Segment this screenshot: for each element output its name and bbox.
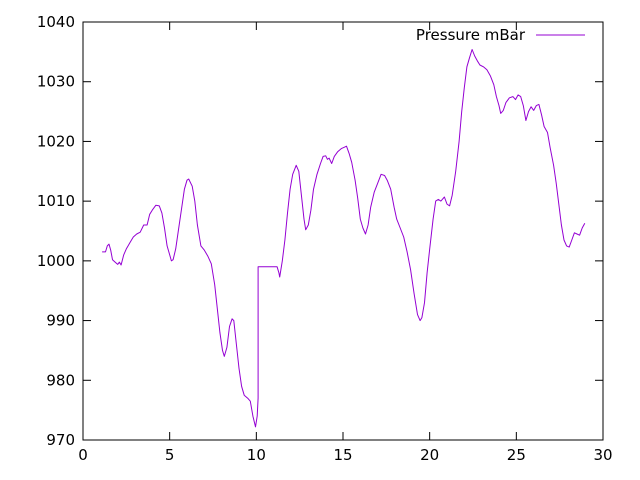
y-tick-label: 980 (46, 371, 75, 389)
x-tick-label: 25 (507, 446, 526, 464)
x-tick-label: 15 (333, 446, 352, 464)
y-tick-label: 1010 (37, 192, 75, 210)
y-tick-label: 1000 (37, 252, 75, 270)
y-tick-label: 990 (46, 312, 75, 330)
x-tick-label: 0 (78, 446, 88, 464)
x-tick-label: 10 (247, 446, 266, 464)
x-tick-label: 20 (420, 446, 439, 464)
x-tick-label: 30 (593, 446, 612, 464)
y-tick-label: 1020 (37, 132, 75, 150)
y-tick-label: 970 (46, 431, 75, 449)
x-tick-label: 5 (165, 446, 175, 464)
legend-label-pressure: Pressure mBar (416, 26, 526, 44)
series-line-pressure (102, 49, 586, 428)
legend: Pressure mBar (416, 26, 585, 44)
plot-frame (82, 21, 604, 441)
y-axis: 970 980 990 1000 1010 1020 1030 1040 (37, 13, 603, 449)
y-tick-label: 1030 (37, 73, 75, 91)
series-layer (102, 49, 586, 428)
x-axis: 0 5 10 15 20 25 30 (78, 22, 613, 464)
y-tick-label: 1040 (37, 13, 75, 31)
